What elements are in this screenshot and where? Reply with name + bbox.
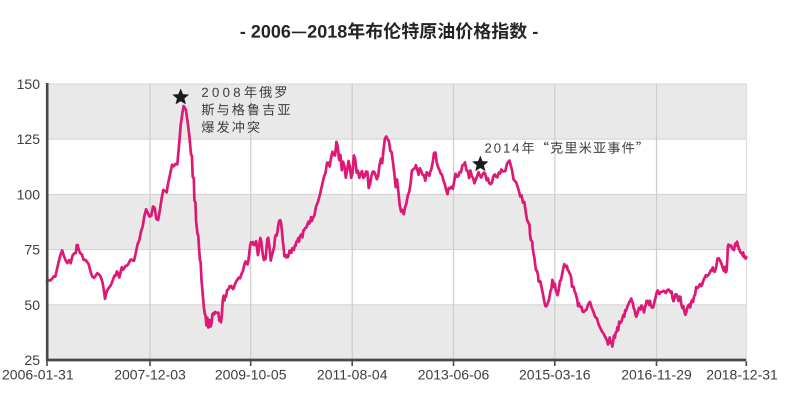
svg-text:100: 100 — [17, 186, 41, 202]
svg-text:125: 125 — [17, 131, 41, 147]
svg-text:25: 25 — [24, 352, 40, 368]
svg-text:2013-06-06: 2013-06-06 — [418, 367, 490, 383]
svg-text:2007-12-03: 2007-12-03 — [114, 367, 186, 383]
svg-text:2018-12-31: 2018-12-31 — [706, 367, 778, 383]
svg-text:2016-11-29: 2016-11-29 — [621, 367, 692, 383]
svg-text:2011-08-04: 2011-08-04 — [317, 367, 388, 383]
svg-text:150: 150 — [17, 76, 41, 92]
svg-text:2015-03-16: 2015-03-16 — [519, 367, 591, 383]
svg-text:75: 75 — [24, 242, 40, 258]
svg-text:50: 50 — [24, 297, 40, 313]
svg-text:2006-01-31: 2006-01-31 — [2, 367, 74, 383]
svg-text:2009-10-05: 2009-10-05 — [215, 367, 287, 383]
